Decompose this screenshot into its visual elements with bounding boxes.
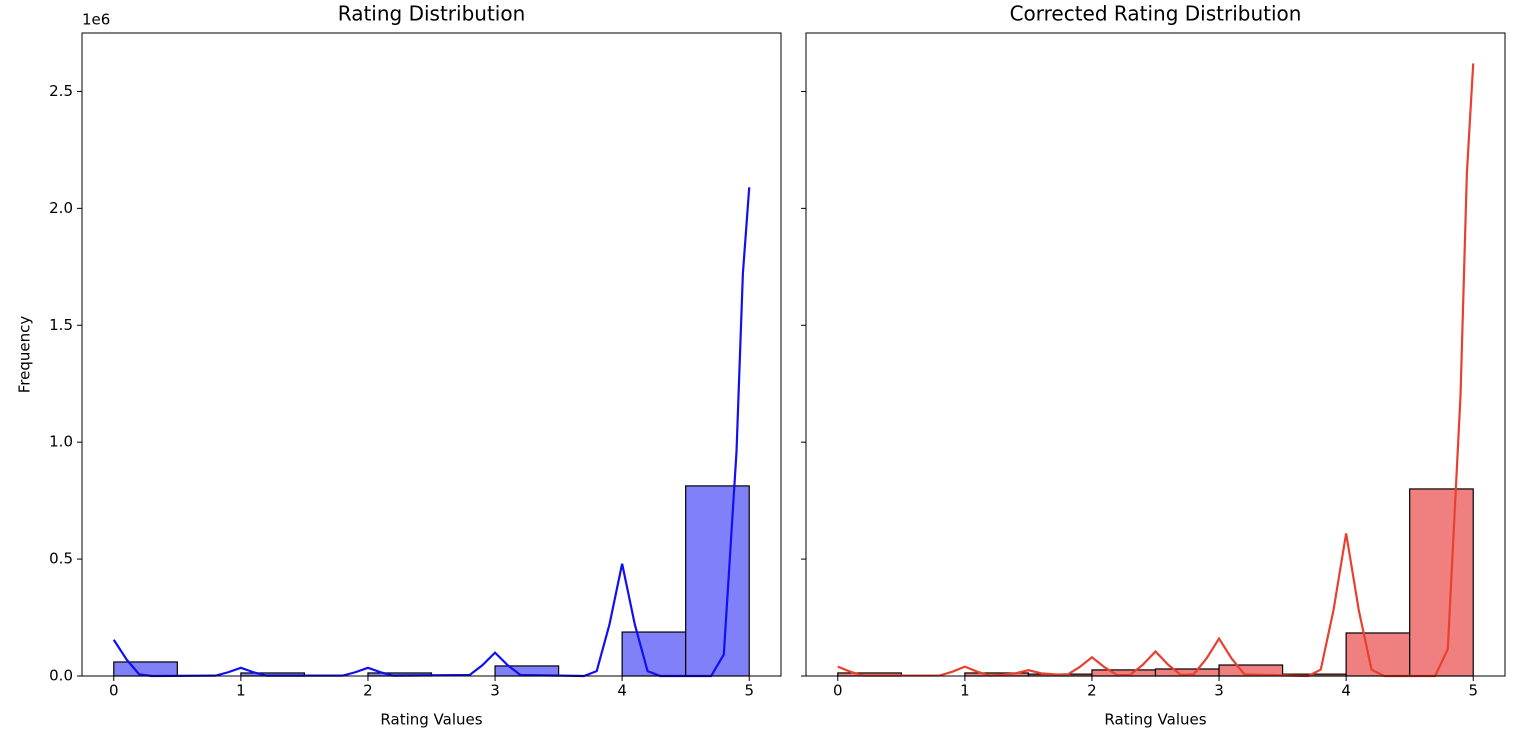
y-tick-label: 2.5	[49, 82, 73, 100]
kde-line	[837, 63, 1475, 678]
chart-title: Rating Distribution	[338, 2, 526, 26]
x-tick-label: 5	[1468, 682, 1478, 700]
bar	[621, 631, 687, 677]
y-tick-label: 0.0	[49, 667, 73, 685]
bar	[685, 485, 750, 677]
x-tick-label: 3	[1214, 682, 1224, 700]
y-tick-label: 0.5	[49, 550, 73, 568]
x-tick-label: 2	[363, 682, 373, 700]
axes-frame	[805, 32, 1506, 677]
x-tick-label: 2	[1087, 682, 1097, 700]
kde-line	[112, 187, 751, 678]
chart-title: Corrected Rating Distribution	[1010, 2, 1302, 26]
bar	[113, 661, 178, 677]
x-tick-label: 4	[1341, 682, 1351, 700]
bar	[1345, 632, 1411, 677]
x-axis-label: Rating Values	[380, 711, 482, 729]
axes-frame	[81, 32, 782, 677]
x-tick-label: 1	[236, 682, 246, 700]
x-tick-label: 5	[744, 682, 754, 700]
x-tick-label: 1	[960, 682, 970, 700]
y-tick-label: 1.5	[49, 316, 73, 334]
x-tick-label: 3	[490, 682, 500, 700]
x-tick-label: 4	[617, 682, 627, 700]
x-tick-label: 0	[109, 682, 119, 700]
y-offset-label: 1e6	[82, 11, 110, 29]
y-tick-label: 1.0	[49, 433, 73, 451]
y-tick-label: 2.0	[49, 199, 73, 217]
bar	[1409, 488, 1474, 677]
x-axis-label: Rating Values	[1104, 711, 1206, 729]
y-axis-label: Frequency	[16, 316, 34, 394]
x-tick-label: 0	[833, 682, 843, 700]
